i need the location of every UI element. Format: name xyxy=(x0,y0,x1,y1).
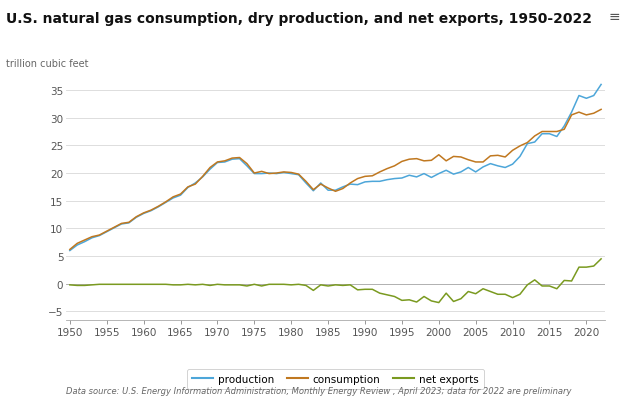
production xyxy=(597,83,605,87)
consumption xyxy=(66,247,74,252)
net exports xyxy=(435,301,442,305)
consumption xyxy=(524,141,531,146)
consumption xyxy=(184,185,192,190)
production xyxy=(546,132,553,137)
net exports xyxy=(516,292,524,297)
production xyxy=(524,142,531,147)
net exports xyxy=(553,287,561,292)
Line: consumption: consumption xyxy=(70,110,601,250)
consumption xyxy=(332,190,340,194)
net exports xyxy=(531,278,539,283)
Legend: production, consumption, net exports: production, consumption, net exports xyxy=(187,369,484,389)
Text: trillion cubic feet: trillion cubic feet xyxy=(6,59,89,69)
net exports xyxy=(597,257,605,262)
Text: ≡: ≡ xyxy=(609,10,621,24)
Text: Data source: U.S. Energy Information Administration, Monthly Energy Review , Apr: Data source: U.S. Energy Information Adm… xyxy=(66,386,571,395)
production xyxy=(509,162,517,167)
Line: net exports: net exports xyxy=(70,259,601,303)
consumption xyxy=(509,149,517,153)
consumption xyxy=(243,162,251,166)
net exports xyxy=(243,284,251,289)
net exports xyxy=(332,283,340,288)
production xyxy=(66,249,74,254)
Line: production: production xyxy=(70,85,601,251)
consumption xyxy=(546,130,553,134)
consumption xyxy=(597,108,605,113)
Text: eia: eia xyxy=(18,385,35,395)
net exports xyxy=(184,282,192,287)
net exports xyxy=(66,283,74,288)
Text: U.S. natural gas consumption, dry production, and net exports, 1950-2022: U.S. natural gas consumption, dry produc… xyxy=(6,12,592,26)
production xyxy=(243,164,251,169)
production xyxy=(332,188,340,193)
production xyxy=(184,185,192,190)
